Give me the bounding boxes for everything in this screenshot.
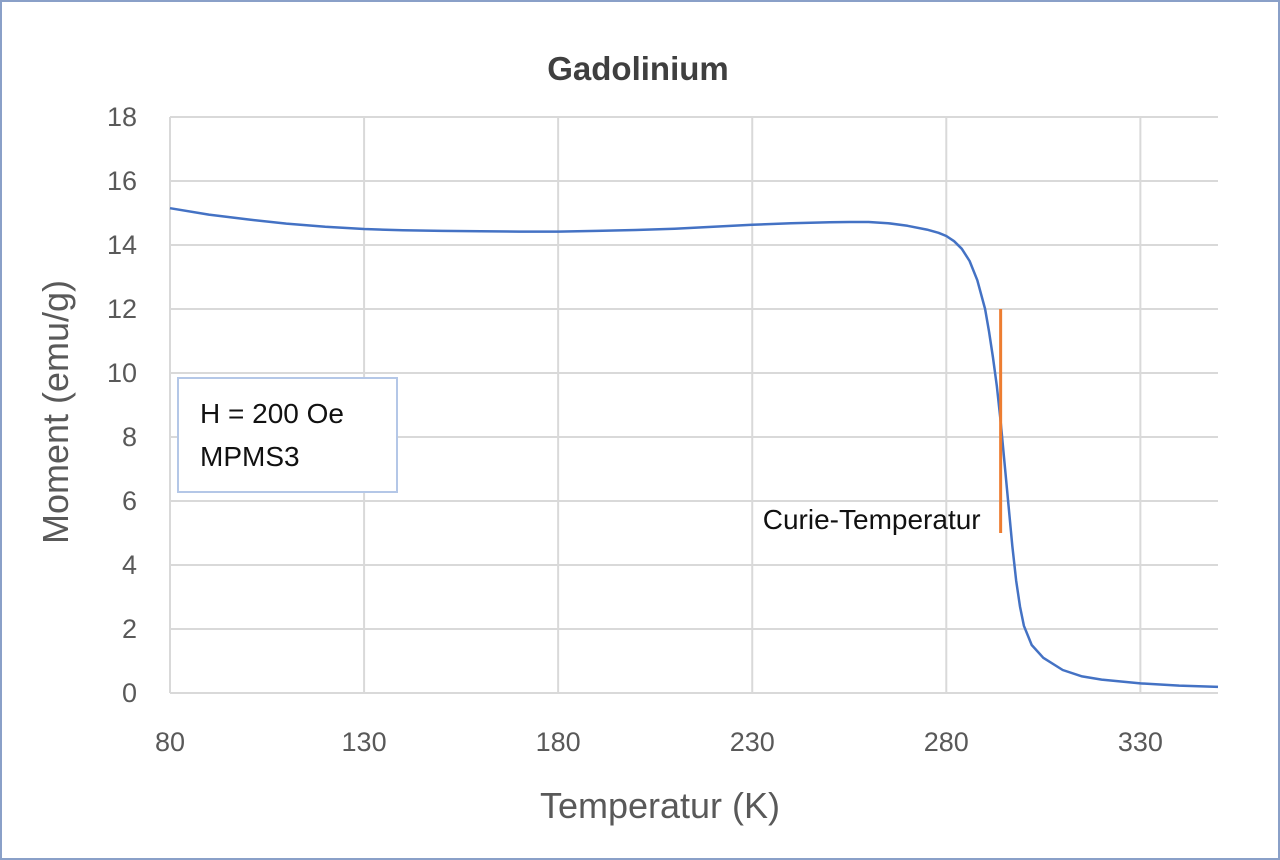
y-tick-label: 4 <box>122 550 137 580</box>
x-tick-label: 230 <box>730 727 775 757</box>
x-tick-label: 80 <box>155 727 185 757</box>
chart-title: Gadolinium <box>547 50 729 87</box>
y-tick-label: 6 <box>122 486 137 516</box>
y-tick-label: 14 <box>107 230 137 260</box>
x-axis-title: Temperatur (K) <box>540 785 780 826</box>
series-line <box>169 206 1219 689</box>
y-tick-label: 8 <box>122 422 137 452</box>
y-axis-title: Moment (emu/g) <box>35 280 76 544</box>
y-tick-labels: 0 2 4 6 8 10 12 14 16 18 <box>107 102 137 708</box>
annotation: Curie-Temperatur <box>763 309 1003 535</box>
x-tick-label: 130 <box>342 727 387 757</box>
info-textbox-border <box>177 377 398 493</box>
y-tick-label: 12 <box>107 294 137 324</box>
y-tick-label: 16 <box>107 166 137 196</box>
x-tick-label: 180 <box>536 727 581 757</box>
y-tick-label: 10 <box>107 358 137 388</box>
x-tick-labels: 80 130 180 230 280 330 <box>155 727 1163 757</box>
y-tick-label: 0 <box>122 678 137 708</box>
series <box>169 206 1219 689</box>
info-textbox-line-1: H = 200 Oe <box>200 398 344 429</box>
info-textbox: H = 200 Oe MPMS3 <box>177 377 398 493</box>
gridlines <box>169 116 1218 694</box>
y-tick-label: 2 <box>122 614 137 644</box>
info-textbox-line-2: MPMS3 <box>200 441 300 472</box>
y-tick-label: 18 <box>107 102 137 132</box>
x-tick-label: 330 <box>1118 727 1163 757</box>
curie-label: Curie-Temperatur <box>763 504 981 535</box>
x-tick-label: 280 <box>924 727 969 757</box>
